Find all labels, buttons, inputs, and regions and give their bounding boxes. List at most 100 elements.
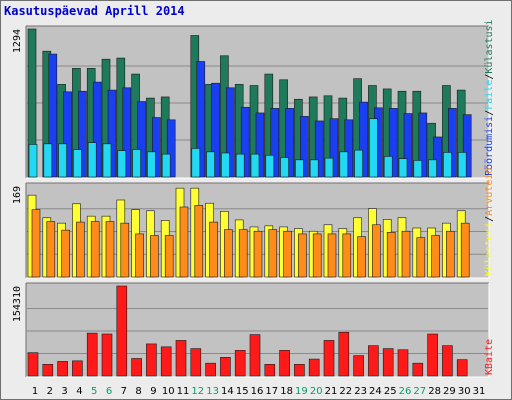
x-tick-label-18: 18 — [280, 386, 293, 397]
bar-arvuteid-8 — [135, 233, 144, 278]
bar-faile-20 — [309, 159, 319, 178]
bar-prdumisi-18 — [285, 108, 294, 178]
bar-arvuteid-5 — [90, 221, 100, 278]
bar-arvuteid-10 — [164, 235, 174, 278]
x-tick-label-4: 4 — [76, 386, 82, 397]
bar-faile-6 — [102, 143, 112, 178]
x-tick-label-25: 25 — [384, 386, 397, 397]
bar-prdumisi-10 — [166, 119, 176, 178]
bar-faile-27 — [413, 160, 423, 178]
x-tick-label-27: 27 — [413, 386, 426, 397]
bar-arvuteid-27 — [416, 237, 426, 278]
bar-faile-1 — [28, 144, 38, 178]
bar-prdumisi-19 — [300, 116, 309, 178]
bar-kbaite-6 — [101, 333, 113, 377]
bar-faile-28 — [428, 159, 437, 178]
bar-kbaite-5 — [86, 332, 98, 377]
bar-prdumisi-17 — [270, 108, 280, 178]
x-tick-label-10: 10 — [162, 386, 175, 397]
bar-kbaite-29 — [442, 345, 453, 377]
bar-kbaite-30 — [456, 359, 468, 377]
bar-kbaite-12 — [190, 348, 202, 377]
bar-kbaite-20 — [308, 358, 320, 377]
bar-prdumisi-16 — [255, 112, 265, 178]
bar-kbaite-15 — [234, 350, 246, 377]
bar-kbaite-19 — [294, 364, 305, 377]
bar-arvuteid-12 — [194, 205, 204, 278]
bar-faile-8 — [132, 149, 141, 178]
bar-arvuteid-13 — [209, 221, 218, 278]
bar-faile-25 — [383, 156, 393, 178]
bar-prdumisi-3 — [63, 91, 72, 178]
bar-arvuteid-1 — [31, 209, 41, 278]
bar-kbaite-4 — [72, 360, 83, 377]
bar-kbaite-1 — [27, 352, 39, 377]
bar-prdumisi-26 — [403, 113, 413, 178]
bar-arvuteid-14 — [224, 229, 233, 278]
x-tick-label-7: 7 — [121, 386, 127, 397]
legend-item-klastusi: Külastusi — [484, 222, 495, 276]
bar-kbaite-26 — [397, 349, 409, 377]
x-tick-label-16: 16 — [251, 386, 264, 397]
x-tick-label-8: 8 — [135, 386, 141, 397]
bar-kbaite-9 — [146, 343, 157, 377]
bar-kbaite-17 — [264, 364, 276, 377]
y-max-label: 169 — [12, 186, 23, 204]
x-tick-label-13: 13 — [206, 386, 219, 397]
bar-kbaite-18 — [279, 350, 290, 377]
bar-arvuteid-2 — [46, 221, 56, 278]
bar-kbaite-3 — [57, 361, 68, 377]
legend-2: Külastusi/Arvuteid — [484, 168, 495, 276]
chart-title: Kasutuspäevad Aprill 2014 — [4, 4, 185, 18]
bar-faile-15 — [235, 153, 245, 178]
bar-kbaite-27 — [412, 362, 424, 377]
x-tick-label-24: 24 — [369, 386, 382, 397]
bar-kbaite-8 — [131, 358, 142, 377]
x-tick-label-22: 22 — [339, 386, 352, 397]
legend-separator: / — [484, 216, 495, 222]
legend-3: KBaite — [484, 339, 495, 375]
bar-kbaite-14 — [220, 357, 231, 377]
bar-faile-12 — [191, 148, 201, 178]
bar-prdumisi-15 — [240, 106, 250, 178]
x-tick-label-20: 20 — [310, 386, 323, 397]
bar-arvuteid-7 — [120, 222, 130, 278]
bar-arvuteid-29 — [446, 230, 455, 278]
bar-faile-14 — [221, 152, 230, 178]
bar-prdumisi-28 — [433, 136, 442, 178]
x-tick-label-6: 6 — [106, 386, 112, 397]
x-tick-label-30: 30 — [458, 386, 471, 397]
bar-arvuteid-23 — [357, 236, 366, 278]
legend-item-klastusi: Külastusi — [484, 19, 495, 73]
bar-faile-10 — [161, 153, 171, 178]
bar-prdumisi-4 — [78, 90, 87, 178]
bar-prdumisi-14 — [226, 87, 235, 178]
bar-faile-24 — [369, 118, 378, 178]
bar-kbaite-7 — [116, 285, 128, 377]
bar-arvuteid-28 — [431, 235, 440, 278]
bar-prdumisi-20 — [314, 120, 324, 178]
x-tick-label-19: 19 — [295, 386, 308, 397]
x-tick-label-28: 28 — [428, 386, 441, 397]
bar-kbaite-25 — [382, 348, 394, 377]
bar-faile-13 — [206, 151, 215, 178]
bar-prdumisi-12 — [196, 61, 206, 178]
bar-prdumisi-13 — [211, 82, 220, 178]
legend-item-faile: Faile — [484, 80, 495, 110]
x-tick-label-12: 12 — [191, 386, 204, 397]
bar-arvuteid-16 — [253, 230, 263, 278]
bar-arvuteid-4 — [76, 221, 85, 278]
bar-kbaite-28 — [427, 333, 438, 377]
bar-kbaite-16 — [249, 334, 261, 377]
bar-arvuteid-11 — [179, 206, 189, 278]
bar-faile-9 — [147, 151, 156, 178]
x-tick-label-17: 17 — [265, 386, 278, 397]
bar-faile-22 — [339, 151, 349, 178]
legend-separator: / — [484, 74, 495, 80]
bar-prdumisi-6 — [107, 89, 117, 178]
bar-faile-19 — [295, 159, 304, 178]
bar-prdumisi-2 — [48, 53, 58, 178]
bar-arvuteid-22 — [342, 233, 352, 278]
y-max-label: 154310 — [12, 286, 23, 322]
